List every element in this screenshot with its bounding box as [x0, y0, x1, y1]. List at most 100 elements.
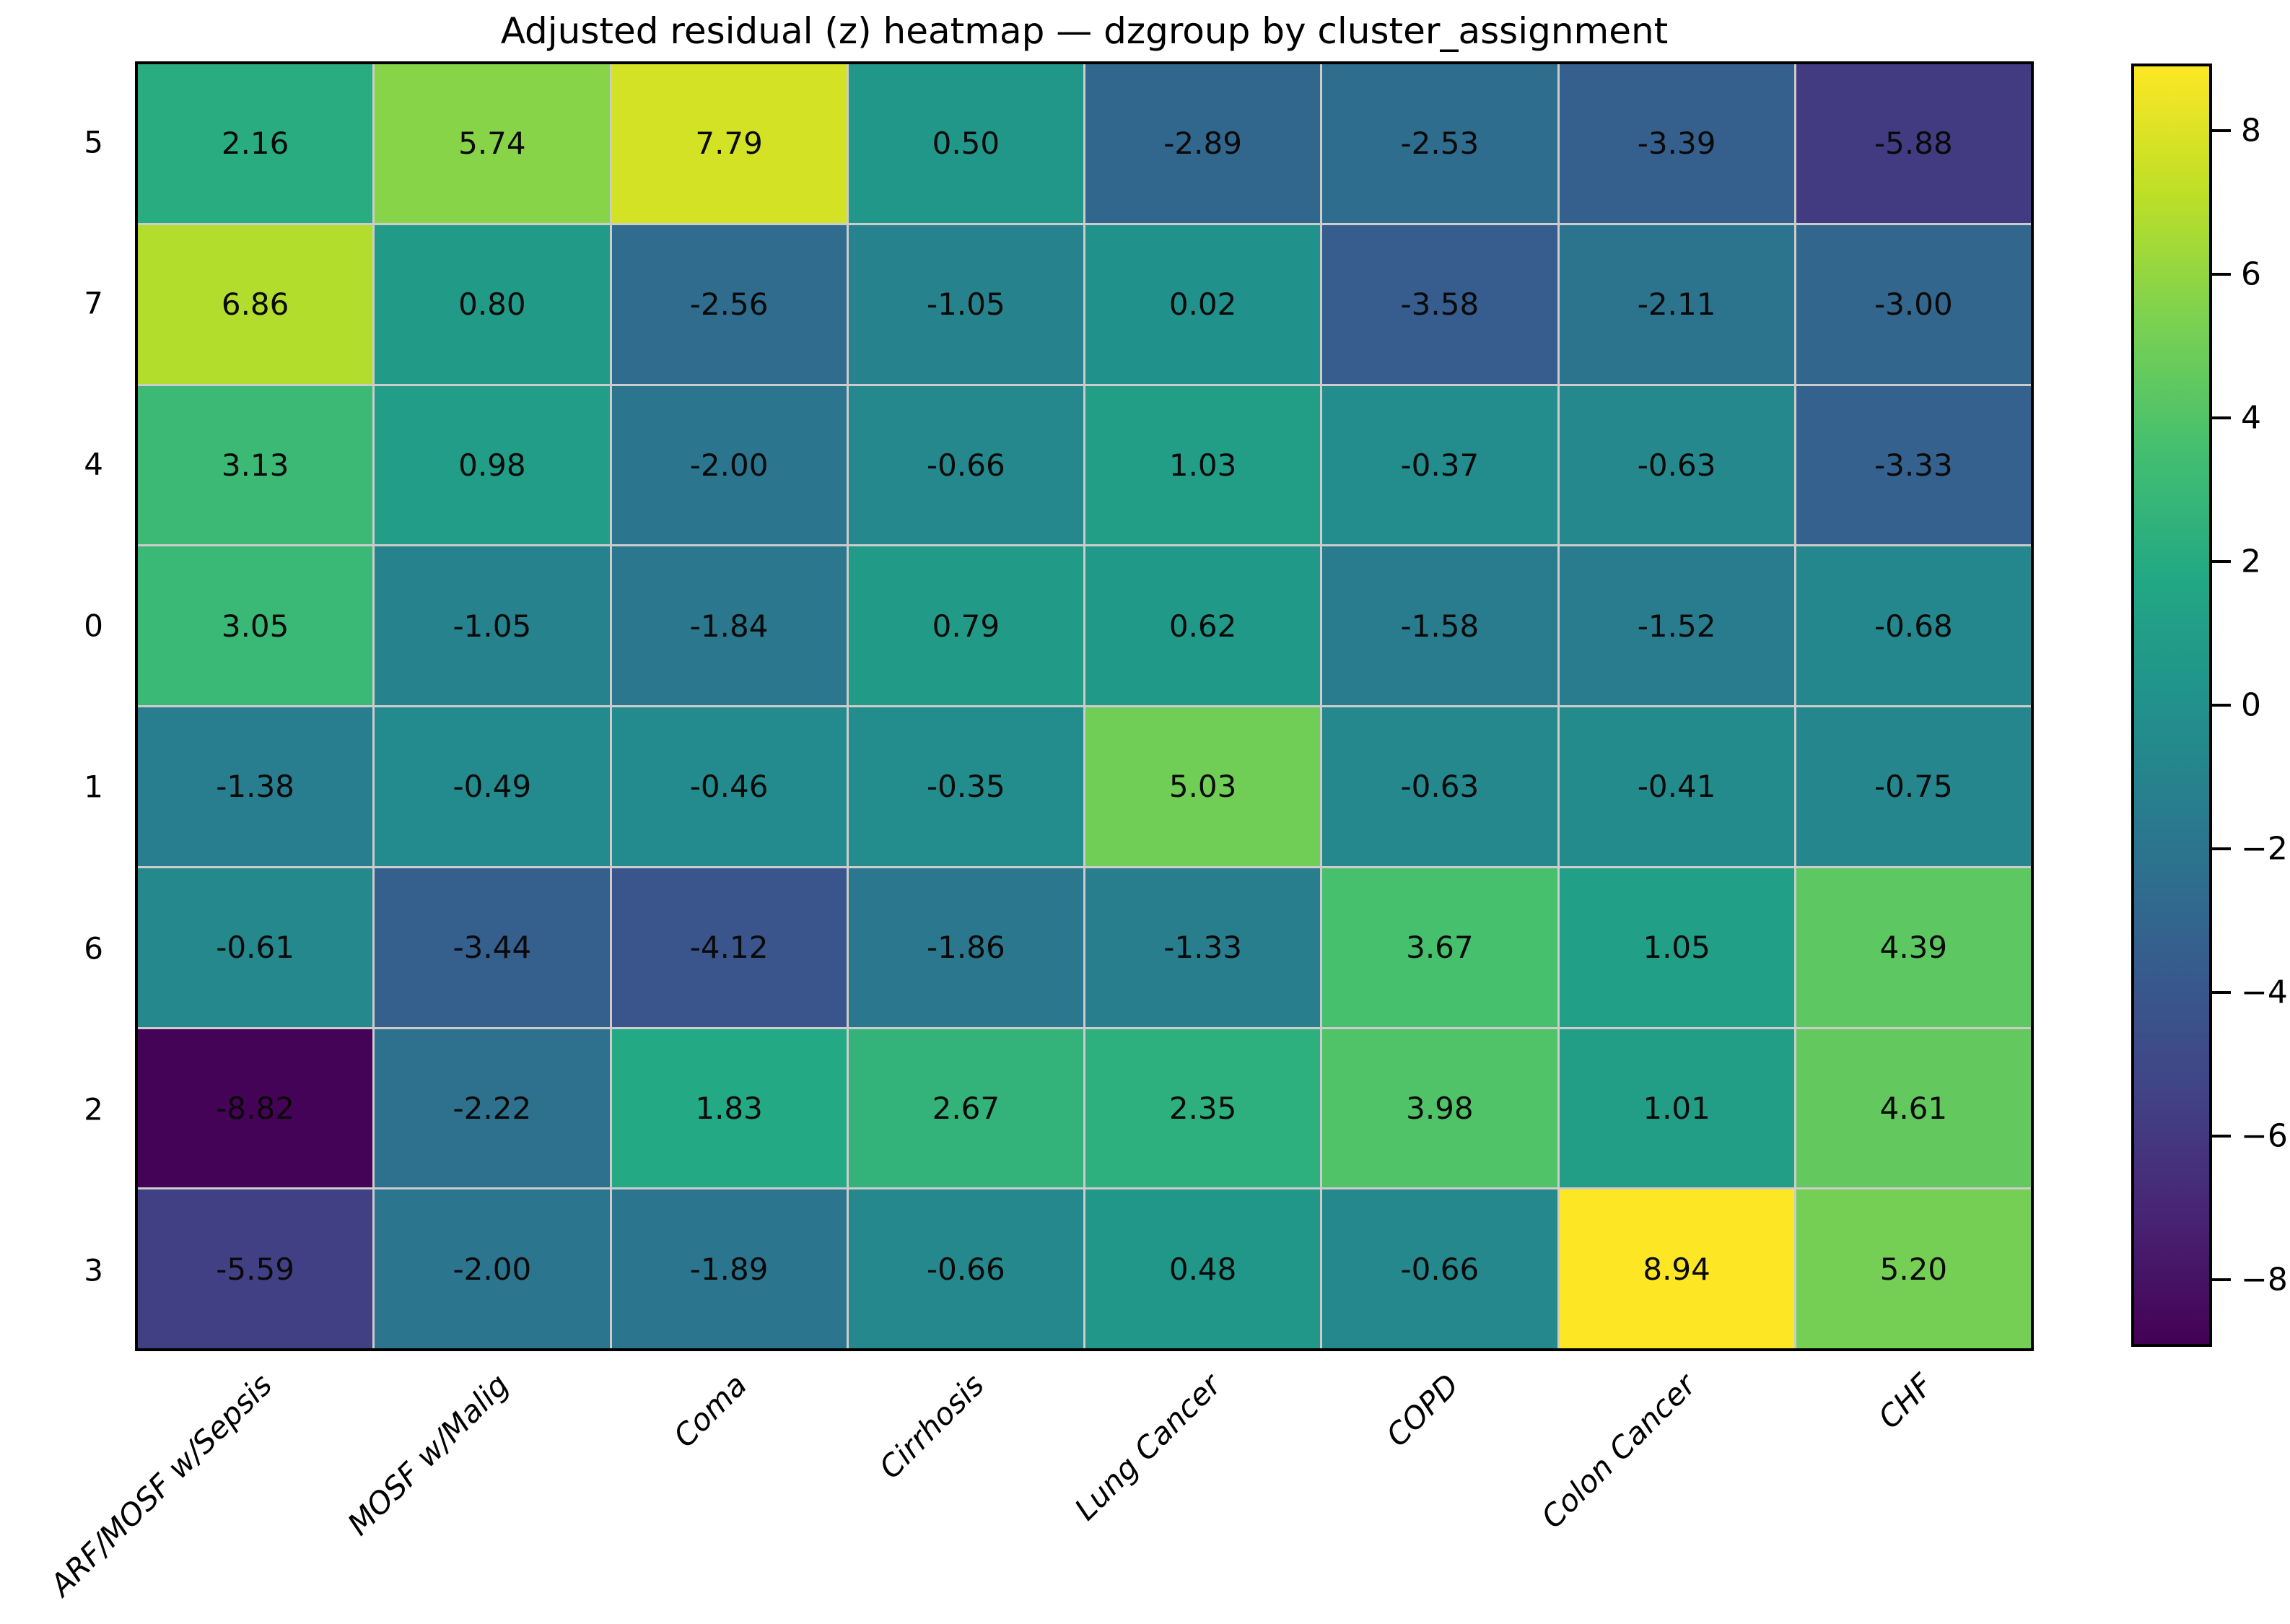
cell-value: -3.00	[1874, 287, 1953, 323]
heatmap-cell: -4.12	[611, 868, 847, 1027]
heatmap-cell: -1.58	[1322, 546, 1557, 705]
heatmap-cell: -0.41	[1559, 707, 1794, 866]
y-tick-label: 4	[84, 446, 103, 482]
cell-value: -0.75	[1874, 769, 1953, 805]
cell-value: 2.16	[221, 126, 289, 162]
colorbar-tick-label: −6	[2241, 1117, 2288, 1155]
cell-value: -3.58	[1400, 287, 1480, 323]
heatmap-cell: -3.39	[1559, 64, 1794, 223]
x-tick-label-text: Lung Cancer	[1067, 1367, 1228, 1527]
y-tick-label: 0	[84, 608, 103, 644]
cell-value: 3.67	[1406, 930, 1474, 966]
cell-value: -0.35	[927, 769, 1005, 805]
heatmap-cell: 5.74	[375, 64, 610, 223]
cell-value: 4.39	[1879, 930, 1948, 966]
heatmap-cell: 4.39	[1796, 868, 2031, 1027]
heatmap-cell: 8.94	[1559, 1189, 1794, 1348]
cell-value: 8.94	[1643, 1251, 1710, 1287]
x-tick-label-text: CHF	[1871, 1367, 1941, 1436]
y-tick-label: 1	[84, 769, 103, 805]
cell-value: -2.56	[689, 287, 769, 323]
heatmap-cell: -0.66	[848, 1189, 1083, 1348]
colorbar-tick-label: 8	[2241, 112, 2261, 149]
colorbar	[2131, 64, 2212, 1347]
heatmap-cell: -2.00	[375, 1189, 610, 1348]
colorbar-tick	[2212, 1134, 2231, 1138]
heatmap-cell: 0.50	[848, 64, 1083, 223]
x-tick-label-text: Colon Cancer	[1534, 1367, 1703, 1535]
cell-value: 5.03	[1168, 769, 1237, 805]
cell-value: -0.63	[1637, 447, 1716, 483]
heatmap-cell: 1.05	[1559, 868, 1794, 1027]
heatmap-cell: -1.89	[611, 1189, 847, 1348]
cell-value: -5.88	[1874, 126, 1953, 162]
heatmap-cell: -8.82	[138, 1029, 373, 1188]
colorbar-tick-label: 6	[2241, 256, 2261, 293]
colorbar-area: 8 6 4 2 0 −2 −4 −6 −8	[2131, 64, 2290, 1347]
x-axis-tick-labels: ARF/MOSF w/Sepsis MOSF w/Malig Coma Cirrhos…	[43, 1357, 2034, 1624]
cell-value: 2.35	[1168, 1090, 1237, 1126]
cell-value: -1.33	[1163, 930, 1242, 966]
heatmap-cell: -2.56	[611, 224, 847, 384]
heatmap-cell: 1.83	[611, 1029, 847, 1188]
cell-value: 1.83	[695, 1090, 763, 1126]
cell-value: 0.79	[932, 608, 1000, 644]
cell-value: -2.53	[1400, 126, 1480, 162]
cell-value: -0.41	[1637, 769, 1716, 805]
heatmap-cell: 0.98	[375, 385, 610, 545]
heatmap-cell: 3.13	[138, 385, 373, 545]
heatmap-cell: -1.38	[138, 707, 373, 866]
cell-value: 3.13	[221, 447, 289, 483]
cell-value: -2.89	[1163, 126, 1242, 162]
colorbar-tick-label: 2	[2241, 543, 2261, 580]
cell-value: -0.68	[1874, 608, 1953, 644]
chart-title: Adjusted residual (z) heatmap — dzgroup …	[500, 10, 1669, 52]
y-tick-label: 2	[84, 1091, 103, 1127]
heatmap-cell: 3.67	[1322, 868, 1557, 1027]
x-tick-label-text: ARF/MOSF w/Sepsis	[43, 1367, 279, 1603]
cell-value: 7.79	[695, 126, 763, 162]
cell-value: -1.89	[689, 1251, 769, 1287]
heatmap-cell: 6.86	[138, 224, 373, 384]
heatmap-cell: 1.03	[1085, 385, 1321, 545]
cell-value: 1.03	[1168, 447, 1237, 483]
heatmap-cell: -2.53	[1322, 64, 1557, 223]
cell-value: -1.38	[216, 769, 294, 805]
cell-value: 5.20	[1879, 1251, 1948, 1287]
y-tick-label: 6	[84, 930, 103, 966]
heatmap-cell: -0.49	[375, 707, 610, 866]
cell-value: 2.67	[932, 1090, 1000, 1126]
cell-value: -4.12	[689, 930, 769, 966]
y-tick-label: 7	[84, 285, 103, 321]
colorbar-tick-label: 4	[2241, 399, 2261, 437]
cell-value: 0.80	[458, 287, 526, 323]
y-tick-label: 3	[84, 1252, 103, 1288]
cell-value: -1.52	[1637, 608, 1716, 644]
cell-value: -1.86	[927, 930, 1005, 966]
heatmap-cell: -2.11	[1559, 224, 1794, 384]
cell-value: -0.66	[927, 1251, 1005, 1287]
cell-value: -2.22	[453, 1090, 532, 1126]
heatmap-cell: -0.66	[1322, 1189, 1557, 1348]
heatmap-cell: -0.46	[611, 707, 847, 866]
heatmap-cell: 7.79	[611, 64, 847, 223]
cell-value: 0.98	[458, 447, 526, 483]
cell-value: -0.61	[216, 930, 294, 966]
heatmap-cell: -2.00	[611, 385, 847, 545]
heatmap-cell: 2.67	[848, 1029, 1083, 1188]
cell-value: -1.58	[1400, 608, 1480, 644]
cell-value: -0.66	[927, 447, 1005, 483]
cell-value: -1.84	[689, 608, 769, 644]
heatmap-cell: -3.58	[1322, 224, 1557, 384]
heatmap-cell: -0.66	[848, 385, 1083, 545]
heatmap-plot-area: 2.16 5.74 7.79 0.50 -2.89 -2.53 -3.39 -5.88 6.86…	[135, 61, 2034, 1351]
colorbar-tick-label: −2	[2241, 830, 2288, 868]
colorbar-tick-label: −4	[2241, 974, 2288, 1011]
colorbar-tick	[2212, 704, 2231, 707]
heatmap-cell: 4.61	[1796, 1029, 2031, 1188]
cell-value: -2.00	[689, 447, 769, 483]
colorbar-tick-label: −8	[2241, 1261, 2288, 1298]
cell-value: -0.63	[1400, 769, 1480, 805]
heatmap-cell: -3.44	[375, 868, 610, 1027]
